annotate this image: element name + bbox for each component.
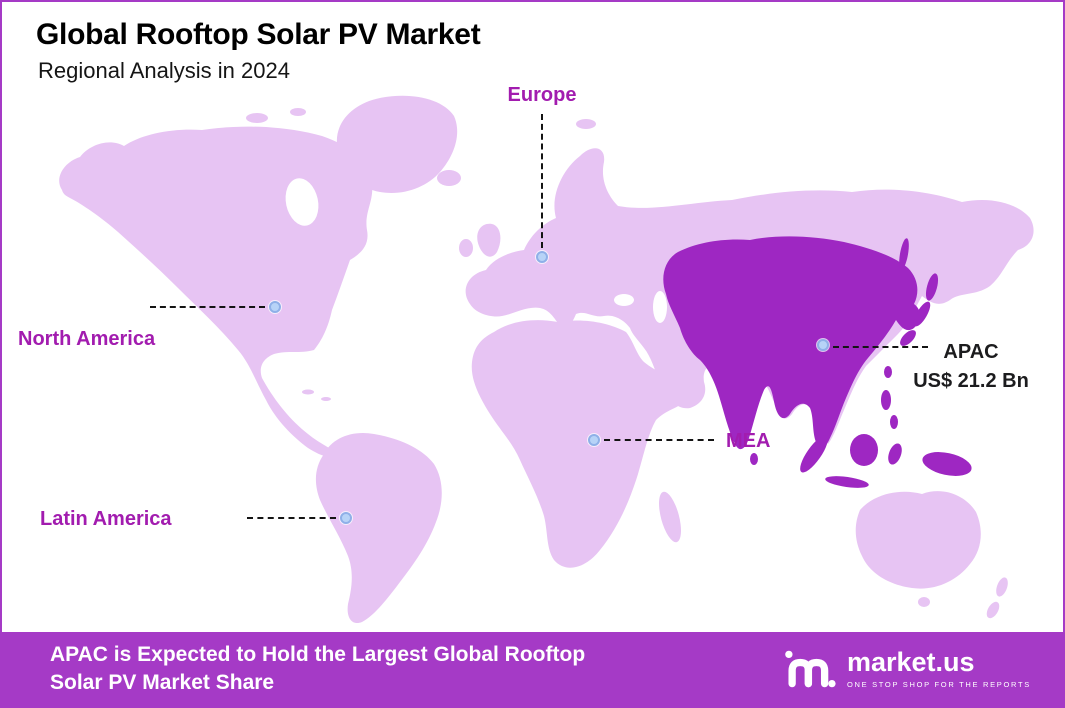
japan-island bbox=[900, 330, 916, 346]
leader-line-apac bbox=[833, 346, 928, 348]
united-kingdom bbox=[477, 223, 501, 257]
footer-headline-line1: APAC is Expected to Hold the Largest Glo… bbox=[50, 643, 586, 667]
footer-headline: APAC is Expected to Hold the Largest Glo… bbox=[50, 641, 585, 696]
svalbard bbox=[576, 119, 596, 129]
leader-line-north-america bbox=[150, 306, 265, 308]
marker-apac bbox=[817, 339, 829, 351]
iceland bbox=[437, 170, 461, 186]
brand: market.us ONE STOP SHOP FOR THE REPORTS bbox=[784, 646, 1037, 692]
sakhalin bbox=[899, 238, 909, 270]
sumatra bbox=[800, 435, 828, 473]
new-zealand bbox=[986, 601, 1000, 619]
continent-south-america bbox=[315, 432, 442, 624]
marker-latin-america bbox=[340, 512, 352, 524]
continent-north-america bbox=[59, 126, 373, 457]
label-apac-block: APAC US$ 21.2 Bn bbox=[897, 338, 1045, 396]
leader-line-mea bbox=[604, 439, 714, 441]
brand-tagline: ONE STOP SHOP FOR THE REPORTS bbox=[846, 680, 1031, 689]
continent-australia bbox=[855, 491, 981, 589]
caribbean-island bbox=[302, 389, 314, 395]
sulawesi bbox=[888, 443, 902, 465]
continent-africa bbox=[471, 320, 693, 568]
borneo bbox=[850, 434, 878, 466]
label-europe: Europe bbox=[507, 84, 577, 106]
brand-text: market.us ONE STOP SHOP FOR THE REPORTS bbox=[846, 647, 1031, 690]
leader-line-latin-america bbox=[247, 517, 336, 519]
japan-island bbox=[913, 301, 931, 327]
arctic-island bbox=[246, 113, 268, 123]
page-title: Global Rooftop Solar PV Market bbox=[36, 18, 481, 51]
marketus-logo-icon bbox=[785, 650, 836, 688]
label-apac: APAC bbox=[943, 341, 999, 363]
label-north-america: North America bbox=[18, 328, 156, 350]
java bbox=[825, 476, 869, 488]
caspian-sea bbox=[653, 291, 667, 323]
taiwan bbox=[884, 366, 892, 378]
marker-north-america bbox=[269, 301, 281, 313]
philippines bbox=[890, 415, 898, 429]
label-apac-value: US$ 21.2 Bn bbox=[913, 370, 1029, 392]
label-mea: MEA bbox=[726, 430, 771, 452]
japan-island bbox=[925, 273, 939, 301]
marker-mea bbox=[588, 434, 600, 446]
hudson-bay bbox=[285, 178, 319, 226]
footer-headline-line2: Solar PV Market Share bbox=[50, 671, 275, 694]
marker-europe bbox=[536, 251, 548, 263]
brand-name: market.us bbox=[846, 647, 975, 677]
new-guinea bbox=[922, 452, 972, 476]
philippines bbox=[881, 390, 891, 410]
leader-line-europe bbox=[541, 114, 543, 248]
label-latin-america: Latin America bbox=[40, 508, 172, 530]
arctic-island bbox=[290, 108, 306, 116]
madagascar bbox=[659, 491, 681, 543]
page-subtitle: Regional Analysis in 2024 bbox=[38, 57, 290, 83]
new-zealand bbox=[996, 577, 1008, 597]
greenland bbox=[336, 95, 458, 194]
footer-banner: APAC is Expected to Hold the Largest Glo… bbox=[2, 632, 1063, 706]
header: Global Rooftop Solar PV Market Regional … bbox=[36, 18, 481, 84]
sri-lanka bbox=[750, 453, 758, 465]
black-sea bbox=[614, 294, 634, 306]
caribbean-island bbox=[321, 397, 331, 401]
region-apac bbox=[663, 236, 920, 450]
ireland bbox=[459, 239, 473, 257]
tasmania bbox=[918, 597, 930, 607]
